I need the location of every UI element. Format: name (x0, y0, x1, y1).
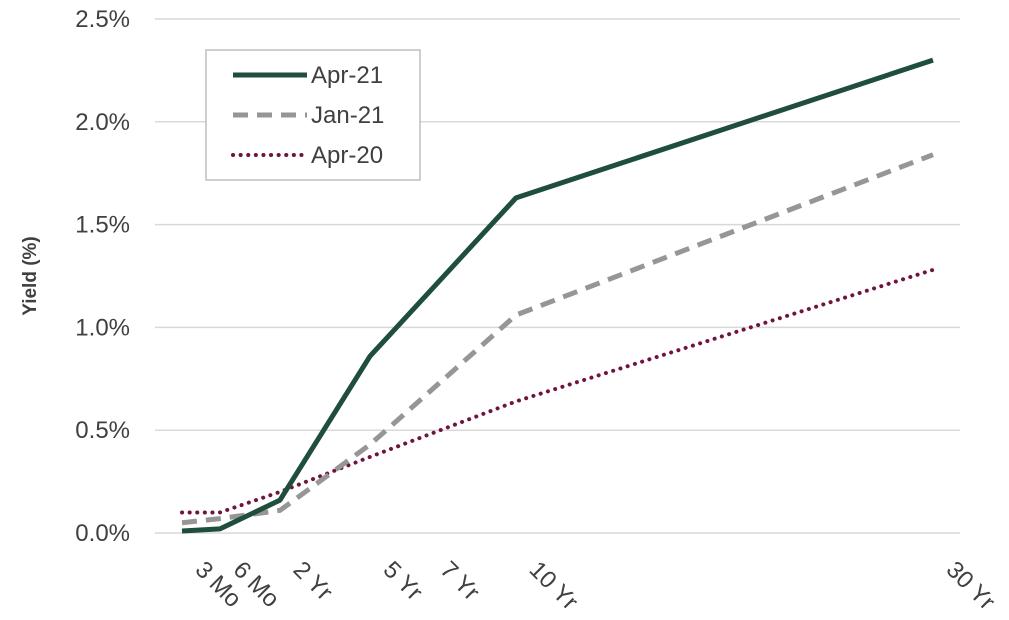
legend-label: Apr-20 (311, 142, 383, 169)
x-tick-label: 7 Yr (435, 556, 485, 606)
y-tick-label: 2.5% (75, 6, 130, 33)
series-lines (180, 57, 935, 534)
y-tick-label: 1.5% (75, 212, 130, 239)
y-tick-label: 1.0% (75, 314, 130, 341)
series-line-jan-21 (181, 152, 934, 526)
series-line-apr-20 (180, 267, 935, 515)
x-axis-tick-labels: 3 Mo6 Mo 2 Yr 5 Yr 7 Yr 10 Yr 30 Yr (190, 556, 1000, 615)
y-tick-label: 2.0% (75, 109, 130, 136)
y-axis-tick-labels: 0.0% 0.5% 1.0% 1.5% 2.0% 2.5% (75, 6, 130, 547)
series-line-apr-21 (181, 57, 934, 534)
y-tick-label: 0.5% (75, 417, 130, 444)
x-tick-label: 2 Yr (288, 556, 338, 606)
legend-label: Jan-21 (311, 102, 384, 129)
legend-label: Apr-21 (311, 62, 383, 89)
y-tick-label: 0.0% (75, 520, 130, 547)
y-axis-title: Yield (%) (20, 236, 41, 316)
x-tick-label: 5 Yr (378, 556, 428, 606)
x-tick-label: 30 Yr (941, 556, 1000, 615)
legend: Apr-21 Jan-21 Apr-20 (205, 49, 421, 181)
x-tick-label: 10 Yr (524, 556, 583, 615)
